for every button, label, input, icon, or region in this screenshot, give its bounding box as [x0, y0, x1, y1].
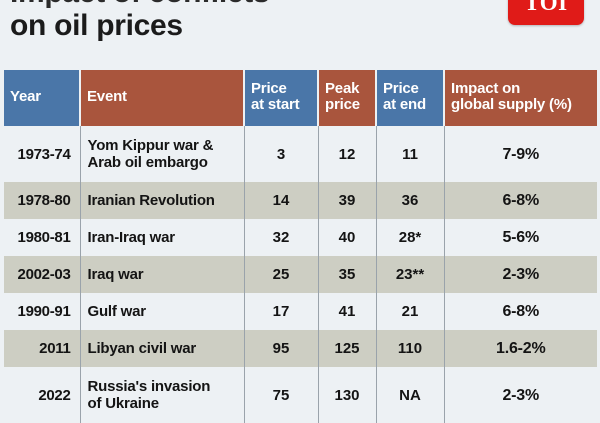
- cell-year: 2022: [4, 367, 80, 423]
- column-header-impact: Impact on global supply (%): [443, 70, 597, 126]
- cell-year: 2002-03: [4, 256, 80, 293]
- cell-peak-price: 130: [317, 367, 376, 423]
- table-row: 1980-81 Iran-Iraq war 32 40 28* 5-6%: [4, 219, 597, 256]
- cell-peak-price: 39: [317, 182, 376, 219]
- column-header-peak-price: Peak price: [317, 70, 376, 126]
- column-header-year: Year: [4, 70, 80, 126]
- cell-price-at-end: 36: [375, 182, 444, 219]
- column-header-price-at-start-line-2: at start: [251, 96, 300, 113]
- table-row: 2022 Russia's invasion of Ukraine 75 130 NA 2-…: [4, 367, 597, 423]
- cell-event-line-1: Libyan civil war: [87, 340, 197, 357]
- column-header-event-label: Event: [87, 88, 127, 105]
- cell-event: Iraq war: [79, 256, 244, 293]
- cell-peak-price: 35: [317, 256, 376, 293]
- page-title-line-2: on oil prices: [10, 9, 183, 42]
- table-row: 1978-80 Iranian Revolution 14 39 36 6-8%: [4, 182, 597, 219]
- cell-year: 1990-91: [4, 293, 80, 330]
- cell-price-at-start: 17: [243, 293, 318, 330]
- cell-event: Yom Kippur war & Arab oil embargo: [79, 126, 244, 182]
- column-header-impact-line-2: global supply (%): [451, 96, 572, 113]
- table-header-row: Year Event Price at start Peak price Pri…: [4, 70, 597, 126]
- page-header: Impact of conflicts on oil prices TOI: [0, 0, 600, 66]
- cell-price-at-end: NA: [375, 367, 444, 423]
- cell-price-at-start: 25: [243, 256, 318, 293]
- column-header-event: Event: [79, 70, 244, 126]
- cell-impact: 2-3%: [443, 367, 597, 423]
- cell-price-at-end: 11: [375, 126, 444, 182]
- column-header-price-at-end-line-1: Price: [383, 80, 419, 97]
- table-row: 1973-74 Yom Kippur war & Arab oil embargo 3…: [4, 126, 597, 182]
- column-header-peak-price-line-2: price: [325, 96, 360, 113]
- table-row: 2011 Libyan civil war 95 125 110 1.6-2%: [4, 330, 597, 367]
- cell-event-line-1: Iraq war: [87, 266, 144, 283]
- cell-impact: 1.6-2%: [443, 330, 597, 367]
- cell-year: 1980-81: [4, 219, 80, 256]
- cell-price-at-end: 110: [375, 330, 444, 367]
- cell-event-line-1: Iran-Iraq war: [87, 229, 176, 246]
- cell-year: 1973-74: [4, 126, 80, 182]
- cell-event: Russia's invasion of Ukraine: [79, 367, 244, 423]
- table-body: 1973-74 Yom Kippur war & Arab oil embargo 3…: [4, 126, 597, 423]
- cell-price-at-end: 28*: [375, 219, 444, 256]
- cell-impact: 6-8%: [443, 182, 597, 219]
- cell-impact: 2-3%: [443, 256, 597, 293]
- cell-peak-price: 41: [317, 293, 376, 330]
- column-header-price-at-end-line-2: at end: [383, 96, 426, 113]
- cell-price-at-start: 3: [243, 126, 318, 182]
- cell-peak-price: 125: [317, 330, 376, 367]
- page-title-line-1: Impact of conflicts: [10, 0, 480, 9]
- cell-impact: 7-9%: [443, 126, 597, 182]
- cell-event-line-2: of Ukraine: [87, 395, 160, 412]
- cell-year: 2011: [4, 330, 80, 367]
- column-header-price-at-start-line-1: Price: [251, 80, 287, 97]
- cell-event: Libyan civil war: [79, 330, 244, 367]
- cell-peak-price: 40: [317, 219, 376, 256]
- table-row: 2002-03 Iraq war 25 35 23** 2-3%: [4, 256, 597, 293]
- cell-event-line-1: Iranian Revolution: [87, 192, 215, 209]
- impact-table-container: Year Event Price at start Peak price Pri…: [4, 70, 597, 423]
- column-header-peak-price-line-1: Peak: [325, 80, 360, 97]
- cell-peak-price: 12: [317, 126, 376, 182]
- page-title: Impact of conflicts on oil prices: [10, 0, 480, 42]
- table-row: 1990-91 Gulf war 17 41 21 6-8%: [4, 293, 597, 330]
- cell-price-at-start: 95: [243, 330, 318, 367]
- cell-year: 1978-80: [4, 182, 80, 219]
- table-header: Year Event Price at start Peak price Pri…: [4, 70, 597, 126]
- cell-event: Gulf war: [79, 293, 244, 330]
- cell-price-at-end: 23**: [375, 256, 444, 293]
- toi-logo-text: TOI: [524, 0, 568, 15]
- column-header-price-at-start: Price at start: [243, 70, 318, 126]
- cell-event-line-2: Arab oil embargo: [87, 154, 208, 171]
- toi-logo: TOI: [508, 0, 584, 25]
- column-header-impact-line-1: Impact on: [451, 80, 521, 97]
- cell-event: Iran-Iraq war: [79, 219, 244, 256]
- cell-price-at-start: 75: [243, 367, 318, 423]
- cell-event-line-1: Russia's invasion: [87, 378, 211, 395]
- cell-event-line-1: Gulf war: [87, 303, 147, 320]
- column-header-year-label: Year: [10, 88, 41, 105]
- cell-impact: 6-8%: [443, 293, 597, 330]
- column-header-price-at-end: Price at end: [375, 70, 444, 126]
- cell-event: Iranian Revolution: [79, 182, 244, 219]
- cell-price-at-start: 32: [243, 219, 318, 256]
- cell-impact: 5-6%: [443, 219, 597, 256]
- impact-table: Year Event Price at start Peak price Pri…: [4, 70, 597, 423]
- cell-price-at-start: 14: [243, 182, 318, 219]
- cell-event-line-1: Yom Kippur war &: [87, 137, 214, 154]
- cell-price-at-end: 21: [375, 293, 444, 330]
